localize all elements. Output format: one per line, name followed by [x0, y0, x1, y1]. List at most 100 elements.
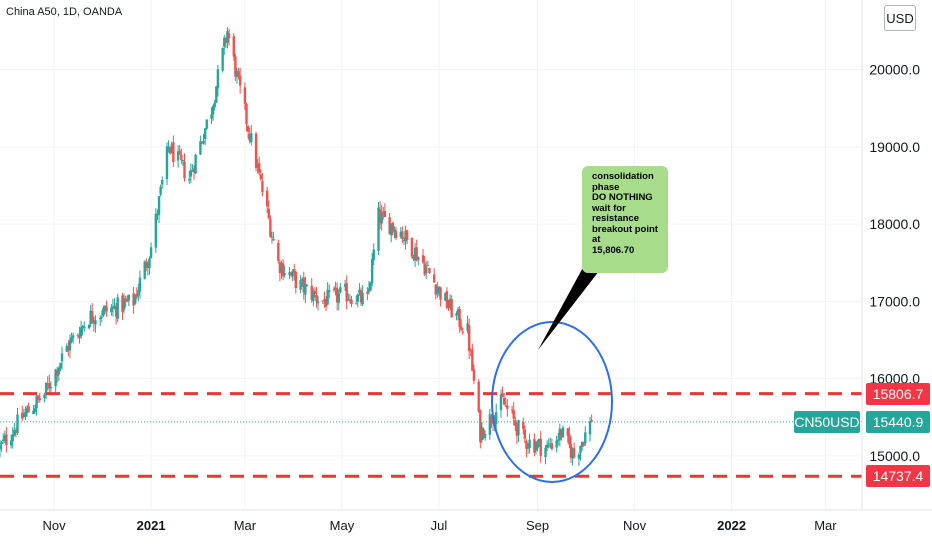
candle-body [460, 326, 463, 330]
candle-body [337, 293, 340, 303]
candle [401, 226, 404, 244]
candle-body [348, 299, 352, 301]
currency-button[interactable]: USD [884, 5, 916, 31]
candle-body [437, 286, 441, 291]
candle-body [579, 445, 582, 453]
candle-body [568, 434, 571, 445]
candle [277, 239, 280, 264]
candle-body [36, 395, 40, 399]
candle-body [313, 290, 317, 294]
candle [181, 159, 185, 166]
candle-body [466, 323, 469, 331]
candle-body [89, 310, 92, 324]
callout-line: DO NOTHING [592, 192, 653, 203]
candlestick-series [0, 27, 593, 466]
time-axis[interactable]: Nov 2021 Mar May Jul Sep Nov 2022 Mar [43, 518, 838, 533]
candle-body [488, 414, 492, 435]
candle [145, 258, 148, 272]
candle [202, 133, 205, 145]
candle-body [111, 306, 115, 309]
candle-body [16, 414, 19, 434]
candle [413, 243, 417, 268]
candle [335, 282, 339, 311]
candle-body [49, 387, 53, 389]
candle-body [439, 287, 442, 300]
candle-body [148, 258, 151, 269]
candle-body [417, 256, 420, 261]
candle [523, 425, 527, 444]
candle-body [461, 331, 465, 333]
candle [370, 252, 374, 287]
candle [278, 259, 282, 282]
price-axis[interactable]: 20000.019000.018000.017000.016000.015000… [869, 62, 920, 464]
candle [133, 294, 137, 305]
candle-body [35, 396, 38, 409]
candle [32, 404, 35, 415]
candle [60, 346, 64, 370]
candle-body [544, 447, 547, 458]
candle [434, 283, 437, 300]
candle [168, 146, 172, 155]
candle-body [113, 305, 116, 308]
candle [227, 28, 231, 46]
candle-body [510, 409, 514, 411]
candle-body [537, 438, 541, 442]
candle-body [215, 86, 218, 103]
candle [291, 269, 294, 281]
candle [467, 318, 471, 360]
candle [254, 131, 258, 172]
candle [172, 135, 175, 167]
candle [124, 295, 127, 308]
candle-body [483, 433, 487, 438]
candle-body [213, 102, 216, 108]
candle-body [394, 230, 398, 239]
candle [221, 47, 224, 73]
candle [495, 403, 498, 431]
candle-body [482, 429, 485, 438]
candle-body [280, 264, 283, 272]
candle [281, 259, 285, 280]
candle [76, 333, 80, 339]
candle [321, 300, 325, 304]
candle-body [458, 309, 461, 328]
candle-body [114, 306, 118, 317]
candle-body [1, 439, 5, 441]
candle [110, 303, 113, 316]
symbol-title[interactable]: China A50, 1D, OANDA [6, 6, 123, 18]
candle-body [243, 87, 247, 104]
callout-line: phase [592, 181, 620, 193]
candle-body [335, 288, 339, 303]
candle-body [288, 272, 291, 275]
candle-body [455, 313, 458, 316]
candle [444, 292, 447, 301]
candle-body [310, 285, 313, 300]
candle [582, 441, 585, 447]
candle [437, 286, 441, 297]
candle-body [44, 382, 48, 394]
candle [35, 391, 38, 416]
candle-body [577, 454, 581, 459]
candle [215, 85, 218, 104]
candle [328, 284, 331, 299]
candle-body [388, 217, 391, 235]
candle [67, 340, 70, 357]
candle-body [380, 212, 383, 224]
annotation-callout[interactable]: consolidation phase DO NOTHING wait for … [582, 166, 668, 273]
candle [94, 315, 97, 333]
candle [305, 283, 309, 287]
candle [378, 201, 382, 230]
candle-body [456, 309, 460, 314]
candle-body [472, 369, 476, 381]
candle [477, 379, 480, 413]
candle [356, 293, 360, 308]
candle-body [78, 334, 81, 338]
symbol-price-tag: CN50USD [794, 410, 860, 433]
candle [210, 107, 213, 125]
candle-body [366, 291, 369, 294]
candle-body [269, 218, 272, 237]
candle [25, 405, 29, 417]
candle [71, 332, 75, 344]
candle [577, 452, 581, 466]
candle [421, 248, 425, 264]
